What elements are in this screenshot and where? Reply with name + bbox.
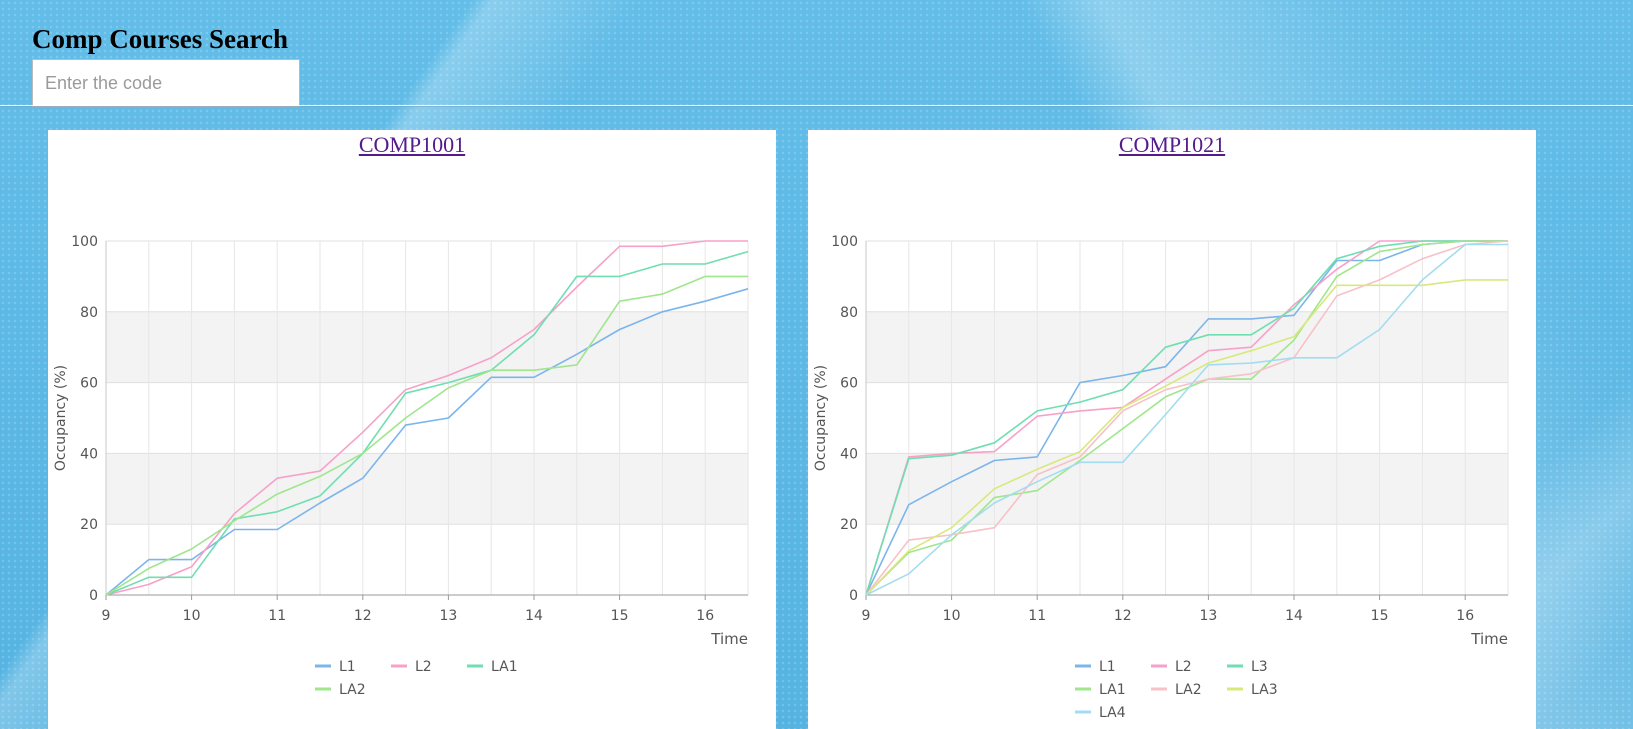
x-tick-label: 12	[1114, 608, 1132, 624]
chart-legend: L1 L2 LA1 LA2	[315, 659, 518, 698]
y-tick-label: 20	[80, 517, 98, 533]
x-tick-label: 14	[525, 608, 543, 624]
x-tick-label: 9	[862, 608, 871, 624]
course-code-search-input[interactable]	[32, 59, 300, 107]
y-tick-label: 40	[80, 446, 98, 462]
y-tick-label: 80	[840, 305, 858, 321]
legend-label-la3: LA3	[1251, 682, 1278, 698]
legend-label-la1: LA1	[1099, 682, 1126, 698]
legend-label-la2: LA2	[339, 682, 366, 698]
series-line-l1	[105, 288, 749, 596]
y-tick-label: 60	[80, 376, 98, 392]
x-tick-label: 11	[268, 608, 286, 624]
plot-band	[866, 453, 1508, 525]
plot-band	[106, 453, 748, 525]
series-line-l3	[865, 240, 1508, 596]
x-axis-title: Time	[1470, 630, 1508, 648]
y-tick-label: 40	[840, 446, 858, 462]
y-axis-title: Occupancy (%)	[813, 365, 829, 471]
y-tick-label: 80	[80, 305, 98, 321]
series-line-la2	[105, 275, 748, 596]
course-link-comp1001[interactable]: COMP1001	[358, 132, 466, 157]
x-tick-label: 10	[183, 608, 201, 624]
plot-band	[866, 311, 1508, 383]
x-tick-label: 16	[696, 608, 714, 624]
plot-band	[106, 311, 748, 383]
x-tick-label: 11	[1028, 608, 1046, 624]
site-header: Comp Courses Search	[32, 20, 300, 107]
occupancy-chart-comp1001: 0 20 40 60 80 100 9 10 11 12 13 14 15 16 Time Occupancy…	[53, 234, 749, 698]
x-tick-label: 16	[1456, 608, 1474, 624]
legend-label-la4: LA4	[1099, 705, 1126, 721]
legend-label-la1: LA1	[491, 659, 518, 675]
y-tick-label: 0	[849, 588, 858, 604]
x-tick-label: 14	[1285, 608, 1303, 624]
x-tick-label: 10	[943, 608, 961, 624]
legend-label-l1: L1	[1099, 659, 1116, 675]
legend-label-la2: LA2	[1175, 682, 1202, 698]
course-link-comp1021[interactable]: COMP1021	[1118, 132, 1226, 157]
header-divider	[0, 105, 1633, 107]
y-axis-title: Occupancy (%)	[53, 365, 69, 471]
legend-label-l1: L1	[339, 659, 356, 675]
chart-card-comp1001: COMP1001 0 20 40 60 80 100 9 10 11 12 13 14 15 16 Time…	[48, 130, 776, 729]
x-axis-title: Time	[710, 630, 748, 648]
series-line-la3	[865, 279, 1508, 596]
page-title: Comp Courses Search	[32, 24, 288, 54]
legend-label-l2: L2	[1175, 659, 1192, 675]
x-tick-label: 15	[611, 608, 629, 624]
series-line-la1	[105, 250, 749, 596]
occupancy-chart-comp1021: 0 20 40 60 80 100 9 10 11 12 13 14 15 16 Time Occupancy…	[813, 234, 1509, 721]
x-tick-label: 13	[439, 608, 457, 624]
legend-label-l3: L3	[1251, 659, 1268, 675]
x-tick-label: 9	[102, 608, 111, 624]
series-line-la4	[865, 243, 1508, 596]
series-line-la2	[865, 240, 1509, 596]
series-line-l1	[865, 240, 1508, 596]
y-tick-label: 0	[89, 588, 98, 604]
series-line-l2	[865, 240, 1508, 596]
x-tick-label: 12	[354, 608, 372, 624]
legend-label-l2: L2	[415, 659, 432, 675]
y-tick-label: 20	[840, 517, 858, 533]
chart-card-comp1021: COMP1021 0 20 40 60 80 100 9 10 11 12 13 14 15 16 Time…	[808, 130, 1536, 729]
series-line-la1	[865, 240, 1508, 596]
y-tick-label: 100	[831, 234, 858, 250]
series-line-l2	[105, 240, 748, 596]
x-tick-label: 15	[1371, 608, 1389, 624]
x-tick-label: 13	[1199, 608, 1217, 624]
y-tick-label: 60	[840, 376, 858, 392]
chart-legend: L1 L2 L3 LA1 LA2 LA3 LA4	[1075, 659, 1278, 721]
y-tick-label: 100	[71, 234, 98, 250]
